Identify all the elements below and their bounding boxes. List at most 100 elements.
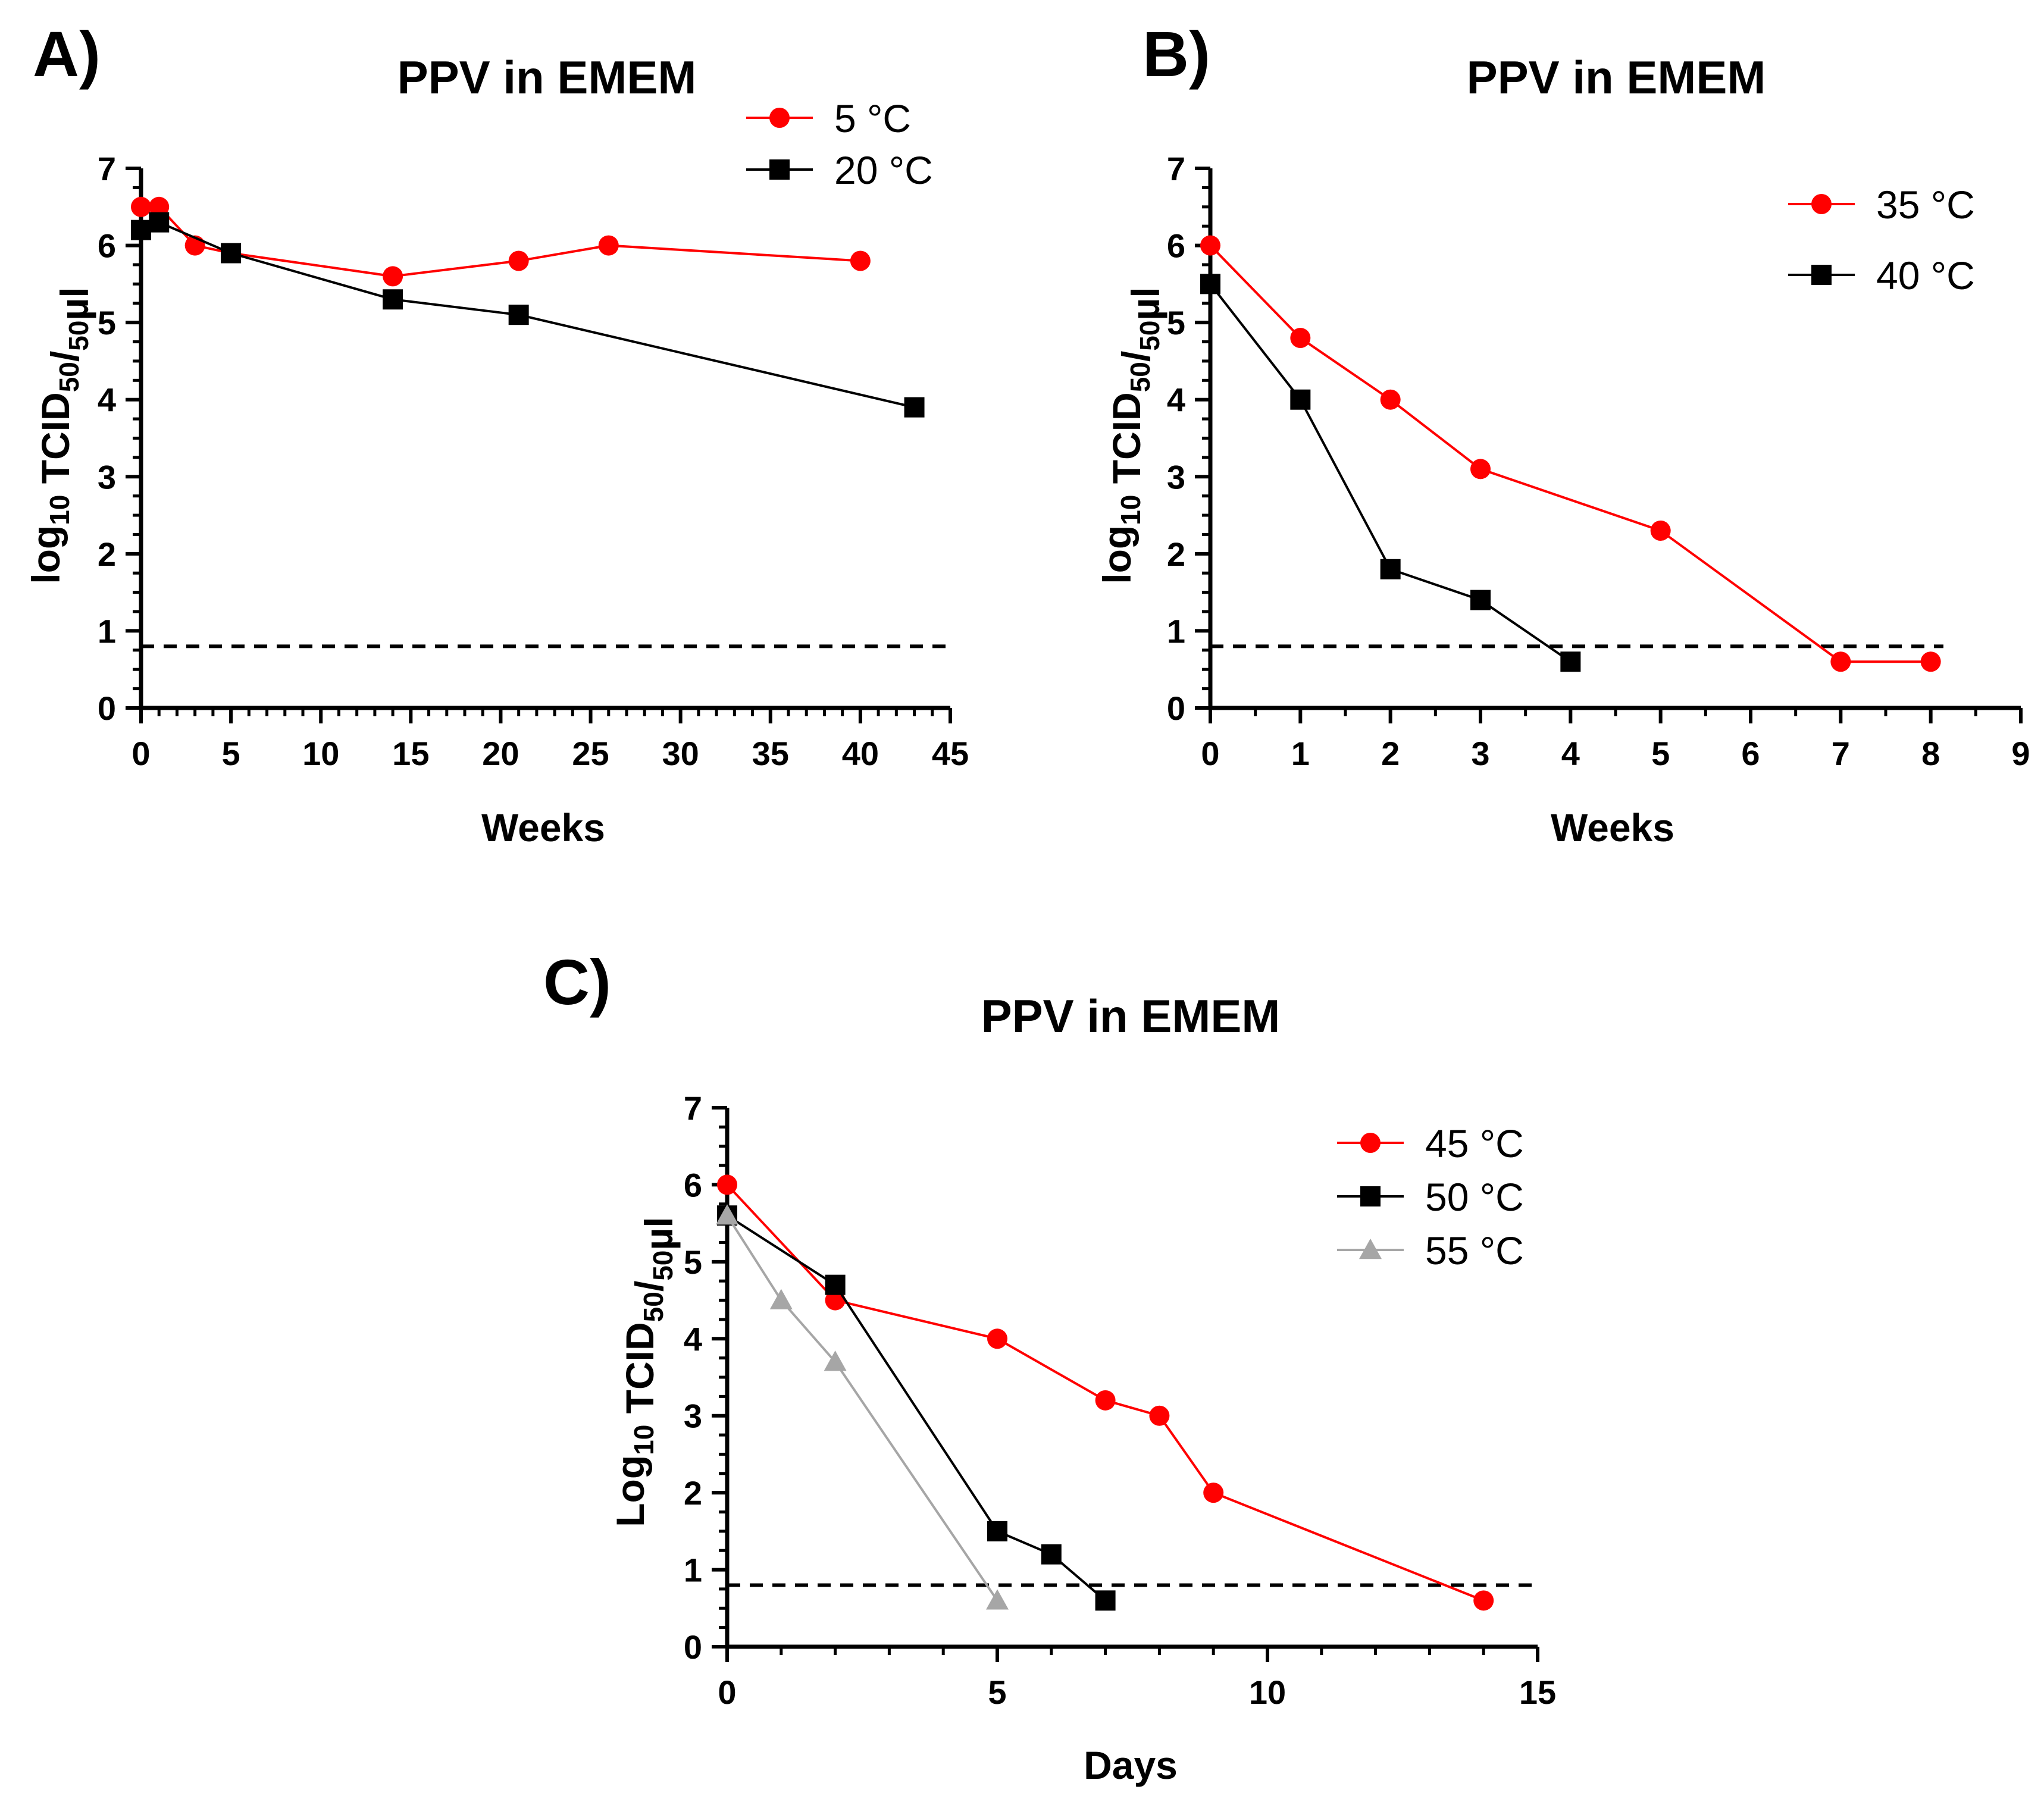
y-tick-label: 4: [684, 1320, 702, 1358]
x-tick-label: 7: [1832, 735, 1850, 772]
plot-area-a: [131, 196, 950, 648]
series-line-circle: [141, 205, 861, 278]
legend-label: 55 °C: [1425, 1229, 1524, 1273]
y-axis-title-c: Log10 TCID50/50µl: [608, 1217, 681, 1527]
x-tick-label: 4: [1561, 735, 1580, 772]
data-point-square: [904, 397, 925, 418]
data-point-circle: [383, 266, 403, 287]
x-tick-label: 5: [988, 1673, 1006, 1711]
y-tick-label: 4: [98, 381, 116, 419]
data-point-square: [383, 289, 403, 310]
legend-item: 55 °C: [1337, 1229, 1524, 1273]
y-tick-label: 2: [98, 535, 116, 573]
x-axis-title-b: Weeks: [1551, 806, 1674, 850]
panel-label-c: C): [543, 946, 611, 1018]
legend-label: 50 °C: [1425, 1175, 1524, 1219]
legend-item: 45 °C: [1337, 1121, 1524, 1165]
y-tick-label: 6: [98, 227, 116, 265]
legend-marker-circle: [1360, 1133, 1381, 1153]
x-tick-label: 25: [572, 735, 609, 772]
data-point-triangle: [716, 1204, 738, 1225]
y-tick-label: 2: [684, 1474, 702, 1512]
legend-label: 5 °C: [834, 96, 911, 140]
data-point-triangle: [986, 1589, 1009, 1610]
x-tick-label: 0: [132, 735, 150, 772]
data-point-square: [1290, 389, 1311, 410]
x-tick-label: 35: [752, 735, 789, 772]
y-tick-label: 0: [1167, 690, 1185, 727]
data-point-circle: [1203, 1483, 1224, 1503]
legend-marker-circle: [769, 108, 790, 128]
data-point-square: [1095, 1590, 1116, 1611]
x-tick-label: 3: [1471, 735, 1489, 772]
legend-label: 20 °C: [834, 148, 933, 192]
legend-marker-square: [769, 159, 790, 180]
y-tick-label: 7: [684, 1089, 702, 1127]
legend-a: 5 °C 20 °C: [746, 96, 933, 192]
panel-b: B) PPV in EMEM Weeks log10 TCID50/50µl 0…: [1095, 18, 2030, 850]
x-tick-label: 0: [1201, 735, 1219, 772]
series-line-square: [726, 1214, 1106, 1602]
data-point-square: [131, 220, 151, 240]
chart-title-b: PPV in EMEM: [1467, 51, 1766, 104]
series-line-square: [1209, 283, 1572, 663]
data-point-circle: [1095, 1390, 1116, 1411]
x-tick-label: 8: [1921, 735, 1940, 772]
data-point-square: [1041, 1544, 1062, 1565]
data-point-circle: [1290, 328, 1311, 349]
x-tick-label: 6: [1741, 735, 1760, 772]
plot-area-c: [716, 1174, 1538, 1611]
data-point-square: [1470, 590, 1491, 610]
y-tick-label: 7: [98, 150, 116, 187]
legend-label: 45 °C: [1425, 1121, 1524, 1165]
y-tick-label: 5: [684, 1243, 702, 1281]
y-tick-label: 1: [1167, 612, 1185, 650]
data-point-square: [987, 1521, 1007, 1541]
data-point-circle: [1380, 389, 1401, 410]
data-point-square: [1380, 559, 1401, 579]
y-tick-label: 0: [684, 1628, 702, 1666]
x-tick-label: 30: [662, 735, 699, 772]
y-tick-label: 2: [1167, 535, 1185, 573]
panel-c: C) PPV in EMEM Days Log10 TCID50/50µl 0 5…: [543, 946, 1556, 1787]
data-point-circle: [850, 250, 871, 271]
legend-item: 35 °C: [1788, 183, 1975, 227]
panel-a: A) PPV in EMEM Weeks log10 TCID50/50µl 0…: [24, 18, 969, 850]
y-tick-label: 3: [1167, 458, 1185, 496]
data-point-square: [221, 243, 242, 264]
x-tick-label: 1: [1291, 735, 1310, 772]
x-tick-label: 40: [842, 735, 879, 772]
axes-c: 0 5 10 15 0 1 2 3 4 5 6 7: [684, 1089, 1556, 1711]
data-point-circle: [1830, 651, 1851, 672]
legend-item: 20 °C: [746, 148, 933, 192]
y-tick-label: 3: [98, 458, 116, 496]
data-point-circle: [1920, 651, 1941, 672]
x-axis-title-a: Weeks: [481, 806, 605, 850]
panel-label-b: B): [1142, 18, 1210, 90]
y-axis-title-b: log10 TCID50/50µl: [1095, 287, 1167, 584]
legend-label: 40 °C: [1876, 253, 1975, 297]
data-point-circle: [1149, 1405, 1170, 1426]
chart-title-c: PPV in EMEM: [981, 990, 1281, 1042]
legend-label: 35 °C: [1876, 183, 1975, 227]
legend-item: 50 °C: [1337, 1175, 1524, 1219]
legend-c: 45 °C 50 °C 55 °C: [1337, 1121, 1524, 1273]
data-point-circle: [1200, 235, 1220, 256]
y-tick-label: 6: [684, 1166, 702, 1204]
x-axis-title-c: Days: [1084, 1743, 1178, 1787]
x-tick-label: 10: [302, 735, 339, 772]
data-point-circle: [508, 250, 529, 271]
y-tick-label: 3: [684, 1397, 702, 1435]
axes-b: 0 1 2 3 4 5 6 7 8 9 0 1 2 3 4 5 6 7: [1167, 150, 2030, 772]
data-point-square: [149, 212, 170, 233]
x-tick-label: 10: [1249, 1673, 1286, 1711]
data-point-circle: [1473, 1590, 1494, 1611]
data-point-triangle: [769, 1289, 793, 1309]
x-tick-label: 0: [718, 1673, 736, 1711]
data-point-square: [508, 305, 529, 325]
legend-item: 40 °C: [1788, 253, 1975, 297]
data-point-circle: [131, 196, 151, 217]
series-line-triangle: [726, 1215, 998, 1602]
x-tick-label: 15: [1519, 1673, 1556, 1711]
data-point-circle: [598, 235, 619, 256]
